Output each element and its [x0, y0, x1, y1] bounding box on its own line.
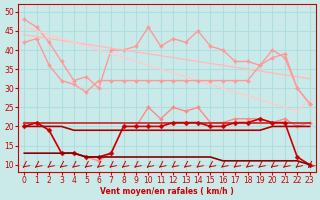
- X-axis label: Vent moyen/en rafales ( km/h ): Vent moyen/en rafales ( km/h ): [100, 187, 234, 196]
